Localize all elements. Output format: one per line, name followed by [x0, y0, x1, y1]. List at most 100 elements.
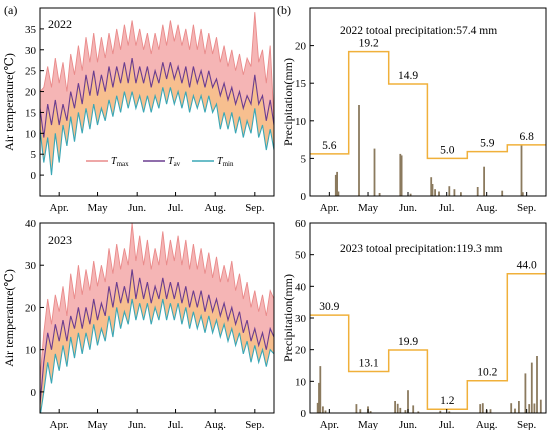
daily-precip-bar [479, 404, 482, 413]
daily-precip-bar [536, 356, 538, 413]
legend-tmax-label: Tmax [111, 156, 129, 168]
daily-precip-bar [510, 403, 513, 413]
daily-precip-bar [355, 404, 358, 413]
x-tick-label: Aug. [204, 419, 226, 430]
daily-precip-bar [539, 399, 542, 413]
chart-temperature-2022: 0 5 10 15 20 25 30 35 Apr. May Jun. Jul. Aug. Sep. Ai… [2, 7, 275, 214]
panel-label-a: (a) [4, 3, 17, 17]
daily-precip-bar [378, 193, 381, 196]
x-tick-label: Aug. [476, 419, 498, 430]
monthly-total-label: 44.0 [517, 260, 537, 272]
x-tick-label: May [358, 419, 379, 430]
x-tick-label: May [358, 202, 379, 214]
series-tav-line [40, 269, 274, 405]
y-tick-label: 5 [301, 153, 307, 165]
band-tav-tmin [40, 269, 274, 413]
x-tick-label: Apr. [50, 202, 70, 214]
panel-label-b: (b) [277, 3, 291, 17]
daily-precip-bar [453, 189, 456, 196]
daily-precip-bar [396, 403, 399, 413]
x-tick-label: Apr. [50, 419, 70, 430]
x-tick-label: Jul. [439, 419, 455, 430]
daily-precip-bar [476, 187, 479, 196]
chart-temperature-2023: 0 10 20 30 40 Apr. May Jun. Jul. Aug. Sep. Air tem… [2, 218, 275, 430]
daily-precip-bar [514, 408, 516, 413]
y-tick-label: 10 [25, 345, 37, 357]
y-tick-label: 10 [295, 376, 307, 388]
x-tick-label: Jun. [128, 419, 146, 430]
daily-precip-bar [439, 410, 442, 413]
y-tick-label: 0 [301, 191, 307, 203]
daily-precip-bar [438, 191, 440, 196]
y-tick-label: 20 [25, 87, 37, 99]
y-tick-label: 20 [295, 41, 307, 53]
x-tick-label: Sep. [517, 202, 537, 214]
monthly-total-label: 5.9 [480, 138, 495, 150]
daily-precip-bar [316, 402, 319, 413]
monthly-total-label: 30.9 [319, 301, 339, 313]
daily-precip-bar [404, 410, 407, 413]
daily-precip-bar [399, 153, 402, 196]
daily-precip-bar [518, 401, 520, 413]
daily-precip-bar [533, 403, 536, 413]
y-tick-label: 10 [25, 128, 37, 140]
x-tick-label: Jun. [399, 419, 417, 430]
series-tmax-line [40, 223, 274, 380]
daily-precip-bar [448, 411, 451, 413]
monthly-total-label: 10.2 [477, 367, 497, 379]
y-tick-label: 40 [25, 218, 37, 230]
y-axis-label: Air temperature(℃) [2, 53, 16, 151]
y-tick-label: 60 [295, 218, 307, 230]
monthly-total-label: 1.2 [440, 395, 455, 407]
y-axis-label: Precipitation(mm) [281, 58, 295, 146]
chart-precipitation-2022: 5.6 19.2 14.9 5.0 5.9 6.8 0 5 10 15 20 Apr. May Jun.… [281, 7, 547, 214]
chart-precipitation-2023: 30.9 13.1 19.9 1.2 10.2 44.0 0 10 20 30 40 50 60 Apr… [281, 218, 547, 430]
monthly-total-label: 19.9 [398, 336, 418, 348]
monthly-total-label: 19.2 [359, 38, 379, 50]
daily-precip-bar [530, 362, 533, 413]
series-tmin-line [40, 87, 274, 176]
x-tick-label: Jul. [439, 202, 455, 214]
daily-precip-bar [448, 186, 451, 196]
y-tick-label: 10 [295, 116, 307, 128]
daily-precip-bar [334, 174, 337, 196]
legend-tmin-label: Tmin [217, 156, 234, 168]
monthly-total-label: 14.9 [398, 70, 418, 82]
band-tmax-tav [40, 223, 274, 405]
daily-precip-bar [481, 403, 484, 413]
series-tmax-line [40, 12, 274, 121]
x-tick-label: Apr. [320, 419, 340, 430]
daily-precip-bar [528, 404, 531, 413]
daily-precip-bar [399, 407, 402, 413]
y-tick-label: 15 [295, 78, 307, 90]
x-tick-label: Aug. [476, 202, 498, 214]
daily-precip-bar [460, 192, 462, 196]
daily-precip-bar [520, 144, 523, 196]
x-tick-label: May [87, 202, 108, 214]
daily-precip-bar [434, 189, 436, 196]
plot-frame [309, 7, 547, 197]
daily-precip-bar [319, 366, 322, 413]
daily-precip-bar [489, 409, 492, 413]
legend-tav-label: Tav [168, 156, 181, 168]
daily-precip-bar [412, 405, 415, 413]
daily-precip-bar [358, 105, 360, 196]
daily-precip-bar [318, 382, 320, 413]
monthly-total-label: 6.8 [520, 131, 535, 143]
monthly-total-label: 5.6 [322, 140, 337, 152]
y-axis-label: Precipitation(mm) [281, 274, 295, 362]
y-tick-label: 30 [25, 260, 37, 272]
daily-precip-bar [431, 184, 434, 196]
chart-title: 2023 totoal precipitation:119.3 mm [340, 243, 503, 255]
x-tick-label: Jun. [399, 202, 417, 214]
y-tick-label: 0 [31, 170, 37, 182]
monthly-total-step-line [310, 272, 546, 410]
daily-precip-bar [483, 166, 485, 196]
daily-precip-bar [409, 193, 412, 196]
y-tick-label: 20 [295, 345, 307, 357]
daily-precip-bar [400, 155, 403, 196]
series-tmin-line [40, 298, 274, 413]
daily-precip-bar [359, 409, 362, 413]
series-tav-line [40, 58, 274, 138]
